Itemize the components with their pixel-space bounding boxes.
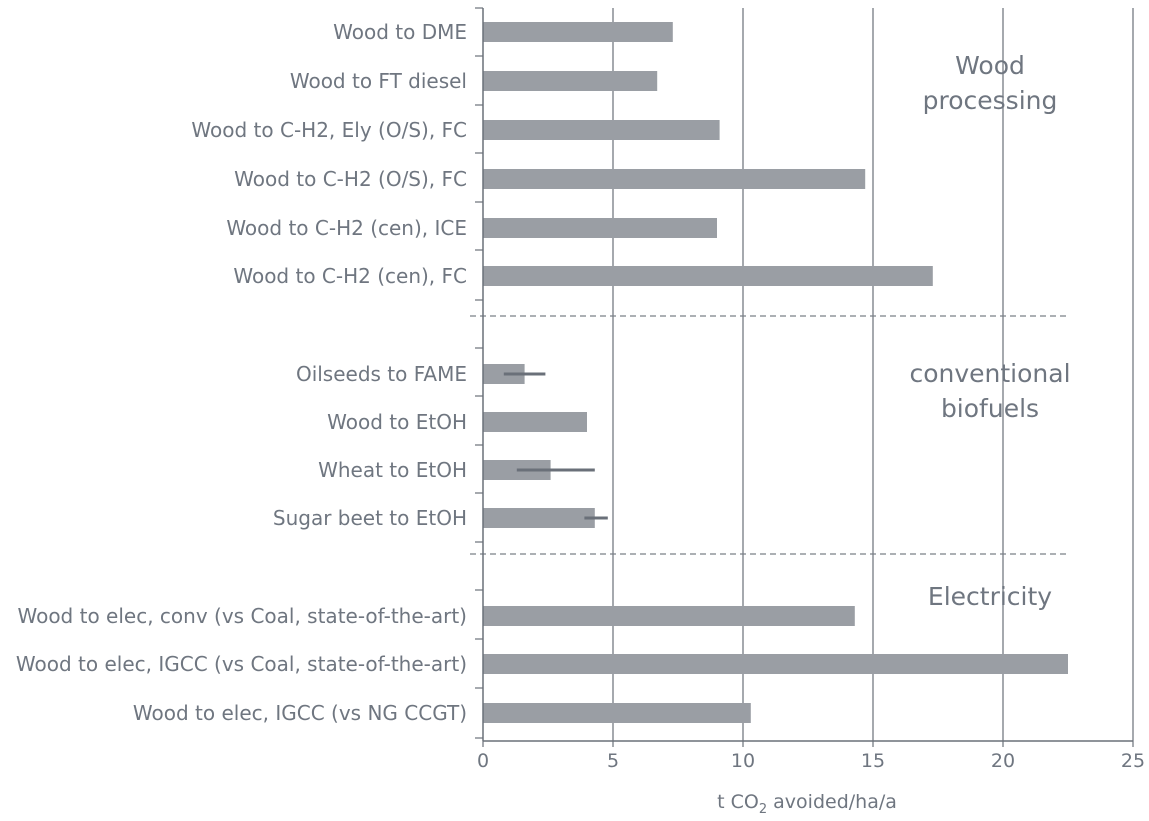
group-label-2-line-0: Electricity [928, 582, 1052, 611]
category-label-2: Wood to C-H2, Ely (O/S), FC [191, 118, 467, 142]
category-label-12: Wood to elec, IGCC (vs NG CCGT) [133, 701, 467, 725]
category-label-7: Wood to EtOH [327, 410, 467, 434]
bar-4 [483, 218, 717, 238]
category-label-8: Wheat to EtOH [318, 458, 467, 482]
axes [475, 7, 1134, 747]
category-label-0: Wood to DME [333, 20, 467, 44]
x-tick-label-2: 10 [731, 750, 755, 772]
x-tick-label-5: 25 [1121, 750, 1145, 772]
bar-10 [483, 606, 855, 626]
x-axis-title-subscript: 2 [759, 802, 767, 817]
category-label-5: Wood to C-H2 (cen), FC [233, 264, 467, 288]
group-labels: Wood processing conventional biofuels Electr… [909, 51, 1070, 611]
bars [483, 22, 1068, 723]
x-tick-label-4: 20 [991, 750, 1015, 772]
category-label-10: Wood to elec, conv (vs Coal, state-of-th… [17, 604, 467, 628]
x-tick-label-1: 5 [607, 750, 619, 772]
x-tick-label-3: 15 [861, 750, 885, 772]
category-labels: Wood to DME Wood to FT diesel Wood to C-H2… [16, 20, 467, 725]
bar-7 [483, 412, 587, 432]
category-label-6: Oilseeds to FAME [296, 362, 467, 386]
error-bars [503, 372, 608, 520]
x-tick-labels: 0 5 10 15 20 25 [477, 750, 1145, 772]
bar-11 [483, 654, 1068, 674]
bar-12 [483, 703, 751, 723]
group-label-0-line-0: Wood [955, 51, 1025, 80]
category-label-9: Sugar beet to EtOH [273, 506, 467, 530]
bar-2 [483, 120, 720, 140]
x-axis-title-unit: avoided/ha/a [767, 791, 897, 813]
category-label-3: Wood to C-H2 (O/S), FC [234, 167, 467, 191]
category-label-1: Wood to FT diesel [290, 69, 467, 93]
bar-9 [483, 508, 595, 528]
bar-1 [483, 71, 658, 91]
group-label-0-line-1: processing [923, 86, 1058, 115]
group-label-1-line-1: biofuels [941, 394, 1039, 423]
category-label-11: Wood to elec, IGCC (vs Coal, state-of-th… [16, 652, 467, 676]
x-axis-title-main: t CO [717, 791, 759, 813]
x-tick-label-0: 0 [477, 750, 489, 772]
bar-0 [483, 22, 673, 42]
bar-3 [483, 169, 866, 189]
category-label-4: Wood to C-H2 (cen), ICE [226, 216, 467, 240]
x-axis-title: t CO2 avoided/ha/a [717, 791, 897, 817]
group-label-1-line-0: conventional [909, 359, 1070, 388]
bar-5 [483, 266, 933, 286]
